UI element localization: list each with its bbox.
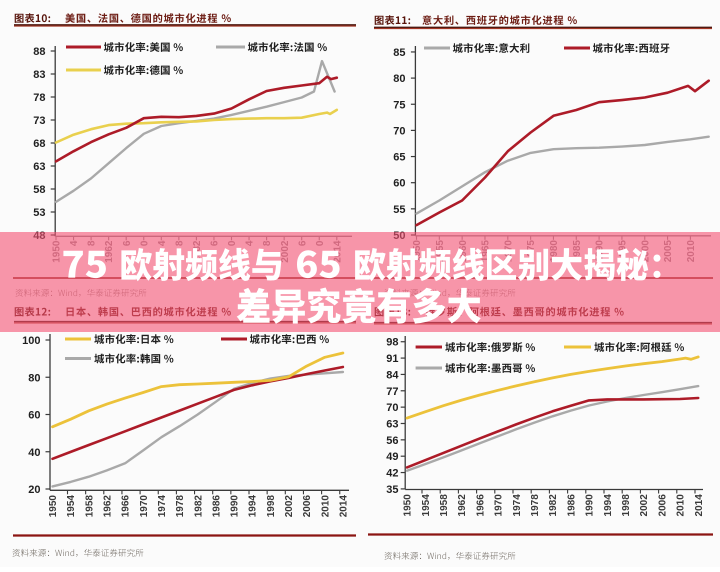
svg-text:1962: 1962 bbox=[457, 494, 468, 517]
svg-text:2014: 2014 bbox=[339, 495, 350, 518]
svg-text:65: 65 bbox=[393, 152, 405, 164]
svg-text:1962: 1962 bbox=[103, 495, 114, 518]
svg-text:1986: 1986 bbox=[211, 495, 222, 518]
svg-text:55: 55 bbox=[393, 204, 405, 216]
svg-text:70: 70 bbox=[386, 402, 398, 414]
svg-text:75: 75 bbox=[393, 99, 405, 111]
svg-text:60: 60 bbox=[28, 410, 40, 422]
svg-text:1994: 1994 bbox=[248, 495, 259, 518]
svg-text:70: 70 bbox=[393, 125, 405, 137]
svg-text:20: 20 bbox=[28, 484, 40, 496]
svg-text:1966: 1966 bbox=[475, 494, 486, 517]
svg-text:78: 78 bbox=[33, 92, 45, 104]
svg-text:1994: 1994 bbox=[603, 494, 614, 517]
svg-text:1970: 1970 bbox=[494, 494, 505, 517]
svg-text:1978: 1978 bbox=[530, 494, 541, 517]
svg-text:84: 84 bbox=[386, 369, 399, 381]
svg-text:1954: 1954 bbox=[66, 495, 77, 518]
svg-text:40: 40 bbox=[28, 447, 40, 459]
svg-text:1974: 1974 bbox=[512, 494, 523, 517]
svg-text:88: 88 bbox=[33, 46, 45, 58]
svg-text:58: 58 bbox=[33, 184, 45, 196]
svg-text:2002: 2002 bbox=[639, 494, 650, 517]
svg-text:1950: 1950 bbox=[48, 495, 59, 518]
svg-text:68: 68 bbox=[33, 138, 45, 150]
svg-text:56: 56 bbox=[386, 435, 398, 447]
svg-text:49: 49 bbox=[386, 451, 398, 463]
svg-text:1958: 1958 bbox=[439, 494, 450, 517]
svg-text:1990: 1990 bbox=[230, 495, 241, 518]
svg-text:2010: 2010 bbox=[320, 495, 331, 518]
svg-text:1998: 1998 bbox=[621, 494, 632, 517]
svg-text:2002: 2002 bbox=[284, 495, 295, 518]
svg-text:35: 35 bbox=[386, 484, 398, 496]
svg-text:80: 80 bbox=[393, 73, 405, 85]
svg-text:53: 53 bbox=[33, 207, 45, 219]
svg-text:73: 73 bbox=[33, 115, 45, 127]
svg-text:60: 60 bbox=[393, 178, 405, 190]
svg-text:85: 85 bbox=[393, 47, 405, 59]
svg-text:100: 100 bbox=[22, 335, 40, 347]
svg-text:77: 77 bbox=[386, 386, 398, 398]
svg-text:1986: 1986 bbox=[566, 494, 577, 517]
svg-text:91: 91 bbox=[386, 353, 398, 365]
svg-text:1950: 1950 bbox=[403, 494, 414, 517]
svg-text:80: 80 bbox=[28, 372, 40, 384]
svg-text:2006: 2006 bbox=[657, 494, 668, 517]
svg-text:2010: 2010 bbox=[676, 494, 687, 517]
svg-text:1982: 1982 bbox=[193, 495, 204, 518]
svg-text:1990: 1990 bbox=[585, 494, 596, 517]
svg-text:1970: 1970 bbox=[139, 495, 150, 518]
svg-text:83: 83 bbox=[33, 69, 45, 81]
svg-text:1974: 1974 bbox=[157, 495, 168, 518]
svg-text:1966: 1966 bbox=[121, 495, 132, 518]
svg-text:1954: 1954 bbox=[421, 494, 432, 517]
svg-text:1958: 1958 bbox=[84, 495, 95, 518]
svg-text:2006: 2006 bbox=[302, 495, 313, 518]
svg-text:98: 98 bbox=[386, 337, 398, 349]
svg-text:1978: 1978 bbox=[175, 495, 186, 518]
svg-text:63: 63 bbox=[386, 418, 398, 430]
svg-text:2014: 2014 bbox=[694, 494, 705, 517]
svg-text:1998: 1998 bbox=[266, 495, 277, 518]
svg-text:42: 42 bbox=[386, 468, 398, 480]
svg-text:1982: 1982 bbox=[548, 494, 559, 517]
svg-text:63: 63 bbox=[33, 161, 45, 173]
